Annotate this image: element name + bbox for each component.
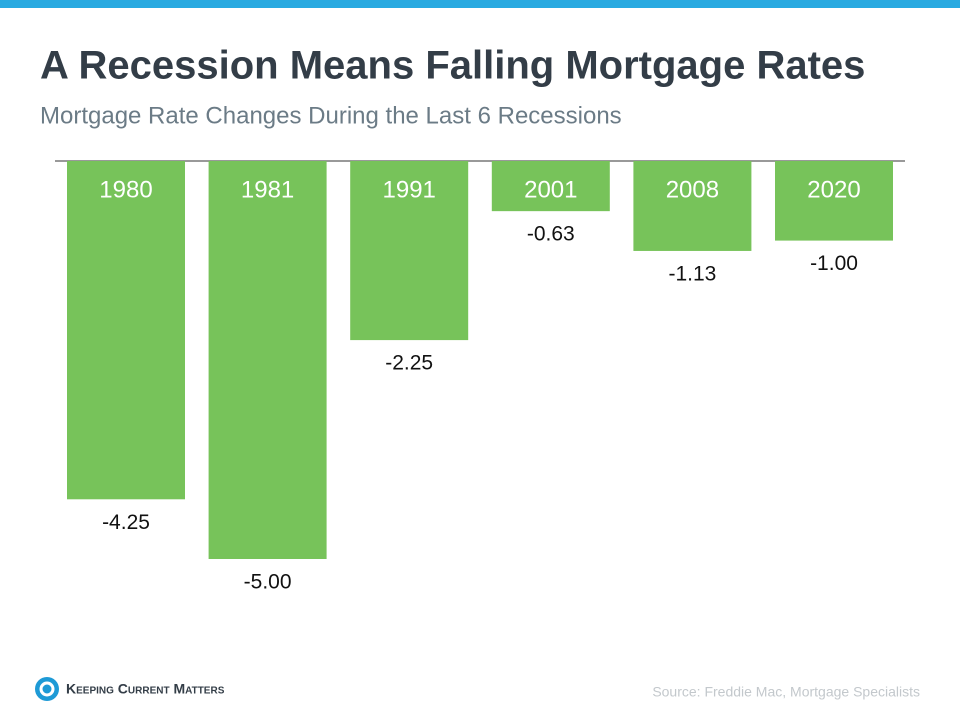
bar bbox=[67, 161, 185, 500]
bar bbox=[350, 161, 469, 341]
category-label: 2008 bbox=[666, 176, 719, 203]
logo-text: Keeping Current Matters bbox=[66, 681, 225, 697]
category-label: 2020 bbox=[807, 176, 860, 203]
value-label: -0.63 bbox=[527, 223, 575, 246]
value-label: -1.13 bbox=[668, 262, 716, 285]
source: Source: Freddie Mac, Mortgage Specialist… bbox=[652, 684, 920, 700]
bar bbox=[491, 161, 610, 212]
logo-icon-inner bbox=[39, 681, 55, 697]
category-label: 2001 bbox=[524, 176, 577, 203]
bar bbox=[208, 161, 327, 559]
bar bbox=[775, 161, 893, 241]
value-label: -1.00 bbox=[810, 252, 858, 275]
logo-icon bbox=[35, 677, 59, 701]
category-label: 1981 bbox=[241, 176, 294, 203]
chart-title: A Recession Means Falling Mortgage Rates bbox=[40, 44, 865, 88]
logo: Keeping Current Matters bbox=[35, 677, 225, 701]
chart-subtitle: Mortgage Rate Changes During the Last 6 … bbox=[40, 102, 622, 129]
category-label: 1991 bbox=[383, 176, 436, 203]
category-label: 1980 bbox=[99, 176, 152, 203]
bar bbox=[633, 161, 752, 251]
value-label: -2.25 bbox=[385, 352, 433, 375]
top-stripe bbox=[0, 0, 960, 8]
value-label: -5.00 bbox=[244, 571, 292, 594]
value-label: -4.25 bbox=[102, 511, 150, 534]
